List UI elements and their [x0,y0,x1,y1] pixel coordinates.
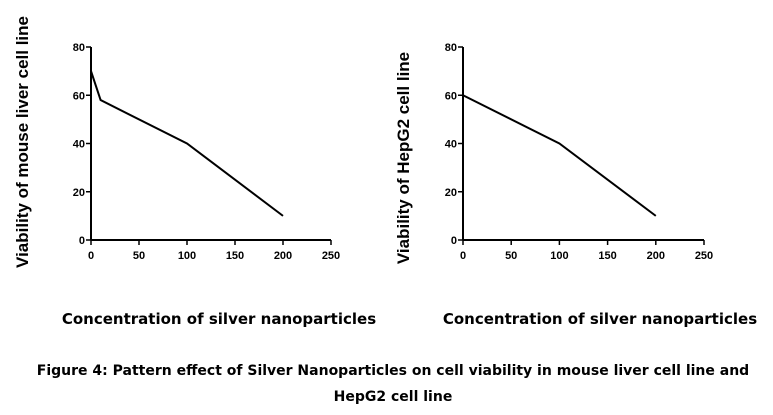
data-line [462,94,657,217]
left-chart-xlabel: Concentration of silver nanoparticles [62,310,376,328]
y-tick-label: 40 [445,139,457,151]
x-tick-label: 50 [505,250,517,262]
caption-line-1: Figure 4: Pattern effect of Silver Nanop… [37,363,749,379]
x-tick-label: 100 [550,250,568,262]
x-tick-label: 200 [274,250,292,262]
y-tick-label: 20 [445,187,457,199]
y-tick-label: 80 [73,42,85,54]
x-tick-label: 200 [647,250,665,262]
x-tick-label: 100 [178,250,196,262]
y-tick-label: 60 [73,90,85,102]
y-tick-label: 40 [73,139,85,151]
x-tick-label: 250 [695,250,713,262]
x-tick-label: 0 [88,250,94,262]
x-tick-label: 0 [460,250,466,262]
left-chart-ylabel: Viability of mouse liver cell line [13,16,32,268]
right-chart: 0 50 100 150 200 250 0 20 40 60 80 [445,42,713,262]
caption-line-2: HepG2 cell line [334,389,453,405]
y-tick-label: 0 [79,235,85,247]
right-chart-xlabel: Concentration of silver nanoparticles [443,310,757,328]
right-chart-ylabel: Viability of HepG2 cell line [394,52,413,264]
y-tick-label: 80 [445,42,457,54]
left-chart: 0 50 100 150 200 250 0 20 40 60 80 [73,42,340,262]
x-tick-label: 150 [598,250,616,262]
x-tick-label: 150 [226,250,244,262]
y-tick-label: 20 [73,187,85,199]
x-tick-label: 50 [133,250,145,262]
x-tick-label: 250 [322,250,340,262]
y-tick-label: 60 [445,90,457,102]
y-tick-label: 0 [451,235,457,247]
